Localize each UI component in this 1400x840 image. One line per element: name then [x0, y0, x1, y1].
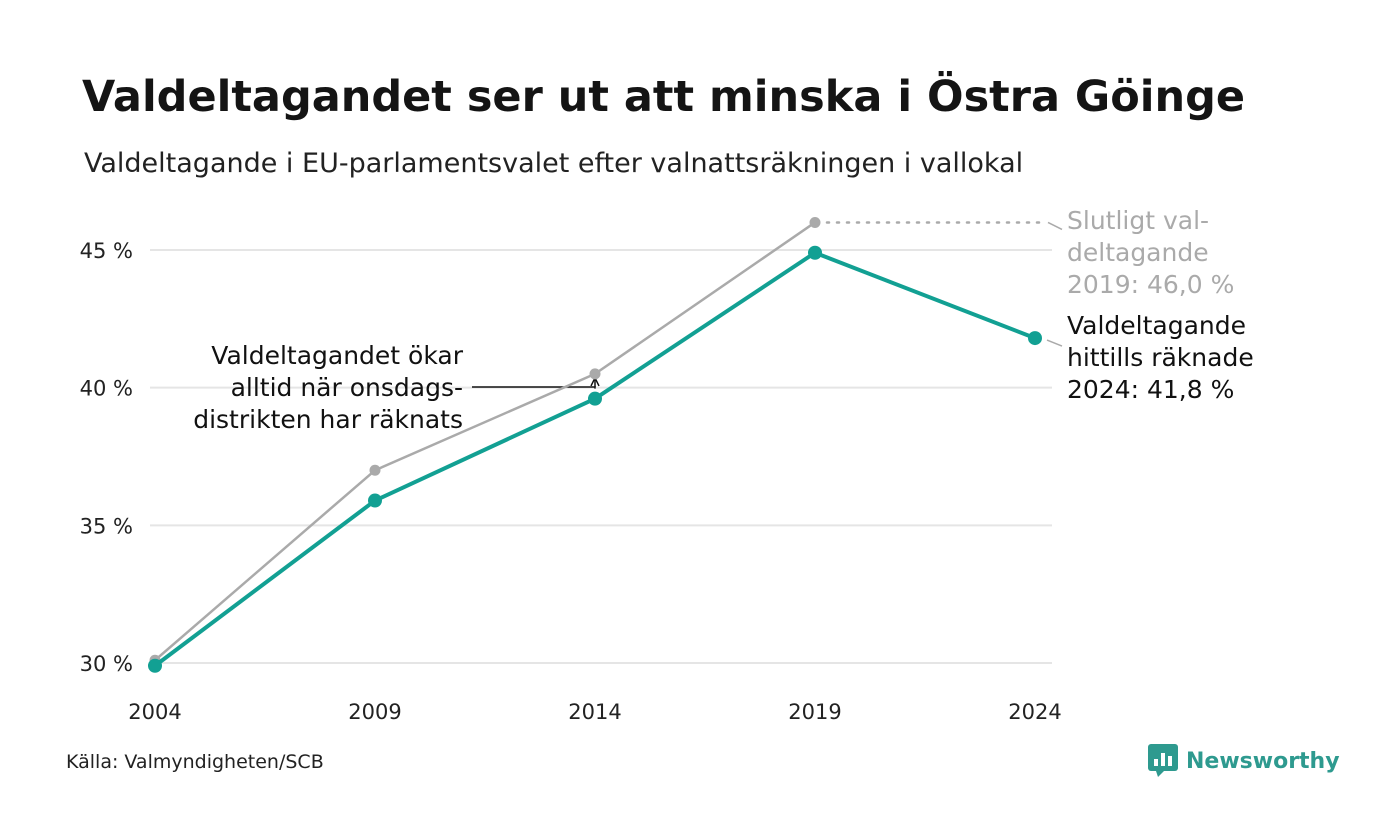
x-tick-label: 2009: [348, 700, 401, 724]
current-annotation-line: hittills räknade: [1067, 343, 1254, 372]
series-layer: [148, 216, 1042, 673]
y-tick-label: 35 %: [80, 514, 133, 538]
grid-lines: [150, 249, 1052, 664]
x-tick-label: 2024: [1008, 700, 1061, 724]
final-series-point: [809, 216, 821, 228]
y-tick-label: 45 %: [80, 239, 133, 263]
note-annotation-line: alltid när onsdags-: [231, 373, 463, 402]
y-axis-ticks: 30 % 35 % 40 % 45 %: [80, 239, 133, 676]
y-tick-label: 40 %: [80, 377, 133, 401]
y-tick-label: 30 %: [80, 652, 133, 676]
brand-name: Newsworthy: [1186, 748, 1340, 774]
newsworthy-logo-icon: [1148, 744, 1178, 777]
current-annotation-line: Valdeltagande: [1067, 311, 1246, 340]
x-axis-ticks: 2004 2009 2014 2019 2024: [128, 700, 1061, 724]
x-tick-label: 2004: [128, 700, 181, 724]
current-series-point: [148, 658, 162, 673]
current-series-point: [808, 245, 822, 260]
chart-subtitle: Valdeltagande i EU-parlamentsvalet efter…: [84, 148, 1024, 179]
current-annotation-line: 2024: 41,8 %: [1067, 375, 1234, 404]
x-tick-label: 2014: [568, 700, 621, 724]
annotation-labels: Slutligt val-deltagande 2019: 46,0 % Valde…: [193, 206, 1253, 434]
final-annotation-line: 2019: 46,0 %: [1067, 270, 1234, 299]
source-note: Källa: Valmyndigheten/SCB: [66, 751, 324, 773]
final-series-point: [589, 368, 601, 380]
annotation-lines: [472, 221, 1063, 389]
current-series-line: [153, 250, 1036, 668]
chart-title: Valdeltagandet ser ut att minska i Östra…: [82, 72, 1246, 122]
final-series-point: [369, 464, 381, 476]
final-annotation-line: deltagande: [1067, 238, 1209, 267]
note-annotation-line: distrikten har räknats: [193, 405, 463, 434]
brand-logo: Newsworthy: [1148, 744, 1340, 778]
current-series-point: [588, 391, 602, 406]
final-annotation-line: Slutligt val-: [1067, 206, 1209, 235]
current-series-point: [368, 493, 382, 508]
current-label-connector: [1046, 339, 1063, 347]
note-annotation-line: Valdeltagandet ökar: [211, 341, 463, 370]
final-series-line: [154, 221, 816, 662]
final-label-connector: [1047, 221, 1063, 231]
current-series-point: [1028, 331, 1042, 346]
x-tick-label: 2019: [788, 700, 841, 724]
